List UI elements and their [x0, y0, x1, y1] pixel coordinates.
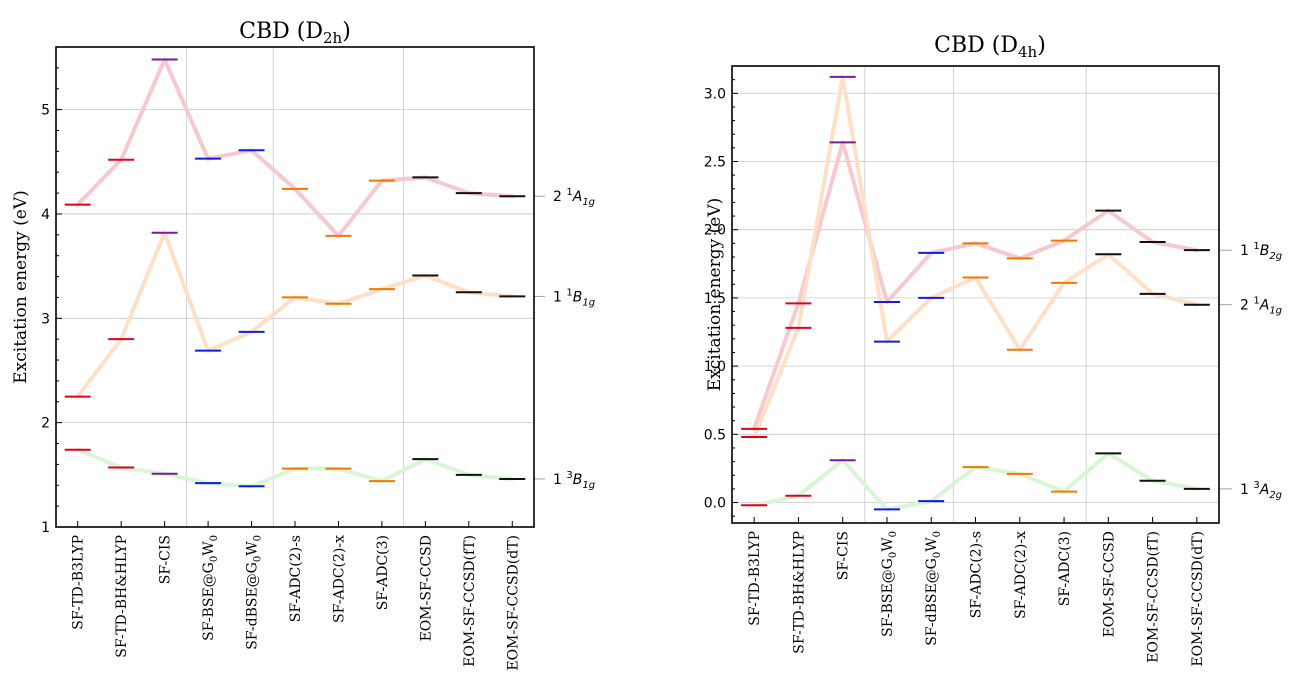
x-tick-label: EOM-SF-CCSD(dT) [505, 535, 521, 671]
series-label: 1 3B1g [553, 470, 595, 491]
x-tick-label: SF-TD-B3LYP [747, 531, 763, 626]
x-tick-label: SF-TD-B3LYP [71, 535, 87, 630]
series-label: 2 1A1g [1240, 296, 1282, 317]
x-tick-label: SF-ADC(2)-s [288, 535, 304, 622]
x-tick-label: SF-TD-BH&HLYP [791, 531, 807, 654]
y-tick-label: 2 [41, 416, 50, 432]
x-tick-label: SF-ADC(3) [375, 535, 391, 610]
y-tick-label: 2.0 [704, 223, 726, 239]
plot-frame [55, 46, 535, 528]
x-tick-label: SF-ADC(3) [1057, 531, 1073, 606]
y-tick-label: 4 [41, 207, 50, 223]
x-tick-label: SF-dBSE@G0W0 [245, 535, 264, 650]
y-tick-label: 3 [41, 311, 50, 327]
x-tick-label: EOM-SF-CCSD(fT) [462, 535, 478, 667]
x-tick-label: EOM-SF-CCSD [418, 535, 434, 641]
y-tick-label: 2.5 [704, 154, 726, 170]
series-label: 1 3A2g [1240, 480, 1282, 501]
series-curve [752, 140, 1199, 431]
y-axis-label: Excitation energy (eV) [11, 190, 31, 383]
series-label: 1 1B1g [553, 287, 595, 308]
x-tick-label: EOM-SF-CCSD(fT) [1146, 531, 1162, 663]
series-curve [752, 74, 1199, 440]
series-curve [75, 57, 515, 238]
chart-title: CBD (D4h) [934, 33, 1046, 61]
y-tick-label: 5 [41, 103, 50, 119]
x-tick-label: SF-BSE@G0W0 [880, 531, 899, 637]
series-curve [75, 230, 515, 399]
y-tick-label: 1 [41, 520, 50, 536]
series-label: 2 1A1g [553, 187, 595, 208]
x-tick-label: EOM-SF-CCSD(dT) [1190, 531, 1206, 667]
y-tick-label: 3.0 [704, 86, 726, 102]
x-tick-label: SF-CIS [158, 535, 174, 584]
x-tick-label: SF-BSE@G0W0 [201, 535, 220, 641]
chart-panel-d4h: CBD (D4h) Excitation energy (eV) 0.0 0.5 1.0… [704, 33, 1282, 667]
y-tick-label: 1.5 [704, 291, 726, 307]
x-tick-label: SF-ADC(2)-x [1013, 531, 1029, 619]
y-tick-label: 0.5 [704, 427, 726, 443]
x-tick-label: SF-dBSE@G0W0 [924, 531, 943, 646]
x-tick-label: EOM-SF-CCSD [1101, 531, 1117, 637]
plot-frame [731, 65, 1220, 524]
series-label: 1 1B2g [1240, 241, 1282, 262]
x-tick-label: SF-ADC(2)-s [969, 531, 985, 618]
chart-panel-d2h: CBD (D2h) Excitation energy (eV) 1 2 3 4 5 SF-T… [11, 19, 595, 671]
x-tick-label: SF-CIS [836, 531, 852, 580]
y-tick-label: 0.0 [704, 496, 726, 512]
chart-title: CBD (D2h) [239, 19, 351, 47]
y-axis-label: Excitation energy (eV) [705, 198, 725, 391]
x-tick-label: SF-TD-BH&HLYP [114, 535, 130, 658]
series-curve [752, 451, 1199, 512]
y-tick-label: 1.0 [704, 359, 726, 375]
x-tick-label: SF-ADC(2)-x [331, 535, 347, 623]
